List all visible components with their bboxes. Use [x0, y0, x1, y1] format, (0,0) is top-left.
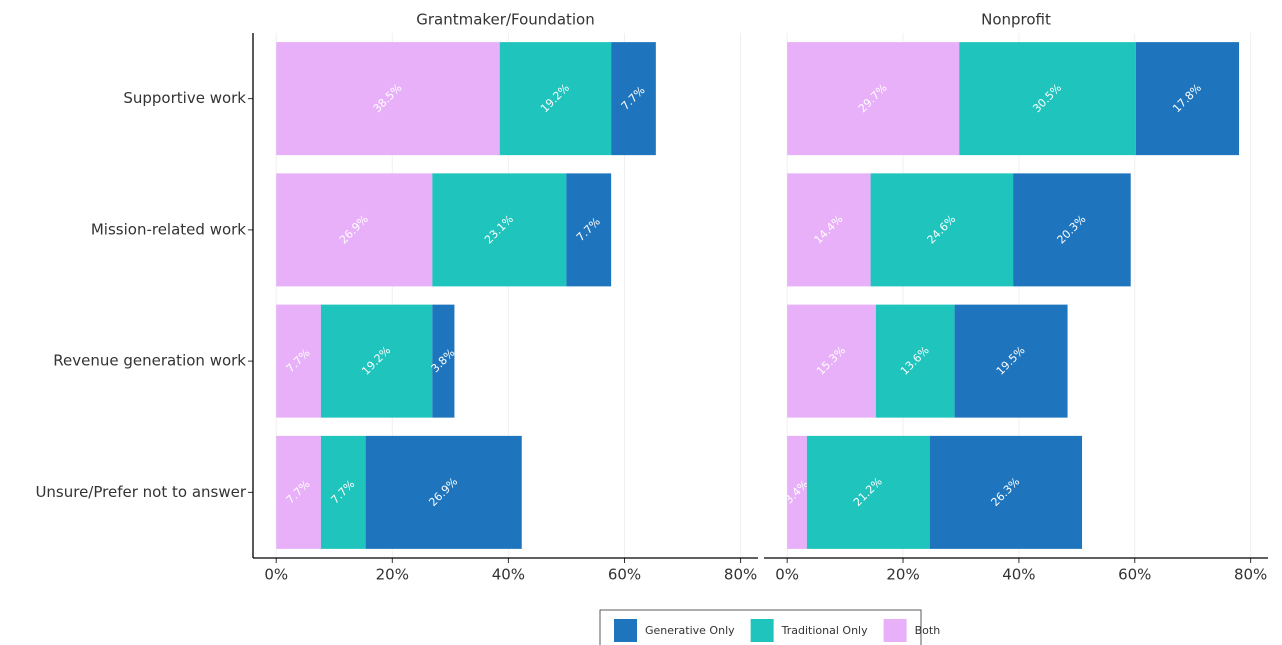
y-tick-label: Unsure/Prefer not to answer	[35, 483, 246, 501]
x-tick-label: 60%	[1118, 566, 1151, 584]
x-tick-label: 80%	[724, 566, 757, 584]
legend-label: Generative Only	[645, 624, 735, 637]
bar-segment	[276, 304, 321, 418]
legend-swatch	[614, 619, 637, 642]
bar-segment	[320, 435, 366, 549]
bar-segment	[566, 173, 612, 287]
bar-segment	[787, 42, 960, 156]
bar-segment	[954, 304, 1068, 418]
bar-segment	[365, 435, 522, 549]
bar-segment	[870, 173, 1014, 287]
panel-title: Grantmaker/Foundation	[416, 11, 595, 29]
legend-swatch	[750, 619, 774, 642]
bar-segment	[276, 435, 321, 549]
bar-segment	[1013, 173, 1131, 287]
bar-segment	[432, 304, 455, 418]
bar-segment	[875, 304, 955, 418]
x-tick-label: 40%	[492, 566, 525, 584]
bar-segment	[499, 42, 612, 156]
x-tick-label: 0%	[775, 566, 799, 584]
x-tick-label: 0%	[264, 566, 288, 584]
legend-label: Both	[915, 624, 941, 637]
bar-segment	[806, 435, 930, 549]
y-tick-label: Mission-related work	[91, 220, 246, 238]
y-tick-label: Supportive work	[123, 89, 246, 107]
legend-swatch	[883, 619, 907, 642]
bar-segment	[787, 304, 876, 418]
bar-segment	[276, 42, 500, 156]
bar-segment	[276, 173, 433, 287]
bar-segment	[929, 435, 1083, 549]
bar-segment	[611, 42, 656, 156]
panel-title: Nonprofit	[981, 11, 1051, 29]
bar-segment	[1135, 42, 1240, 156]
bar-segment	[959, 42, 1136, 156]
bar-segment	[432, 173, 567, 287]
bar-segment	[787, 435, 807, 549]
x-tick-label: 40%	[1002, 566, 1035, 584]
legend-label: Traditional Only	[781, 624, 868, 637]
bar-segment	[787, 173, 871, 287]
bar-segment	[320, 304, 433, 418]
x-tick-label: 60%	[608, 566, 641, 584]
x-tick-label: 20%	[376, 566, 409, 584]
x-tick-label: 20%	[886, 566, 919, 584]
x-tick-label: 80%	[1234, 566, 1267, 584]
y-tick-label: Revenue generation work	[53, 352, 246, 370]
